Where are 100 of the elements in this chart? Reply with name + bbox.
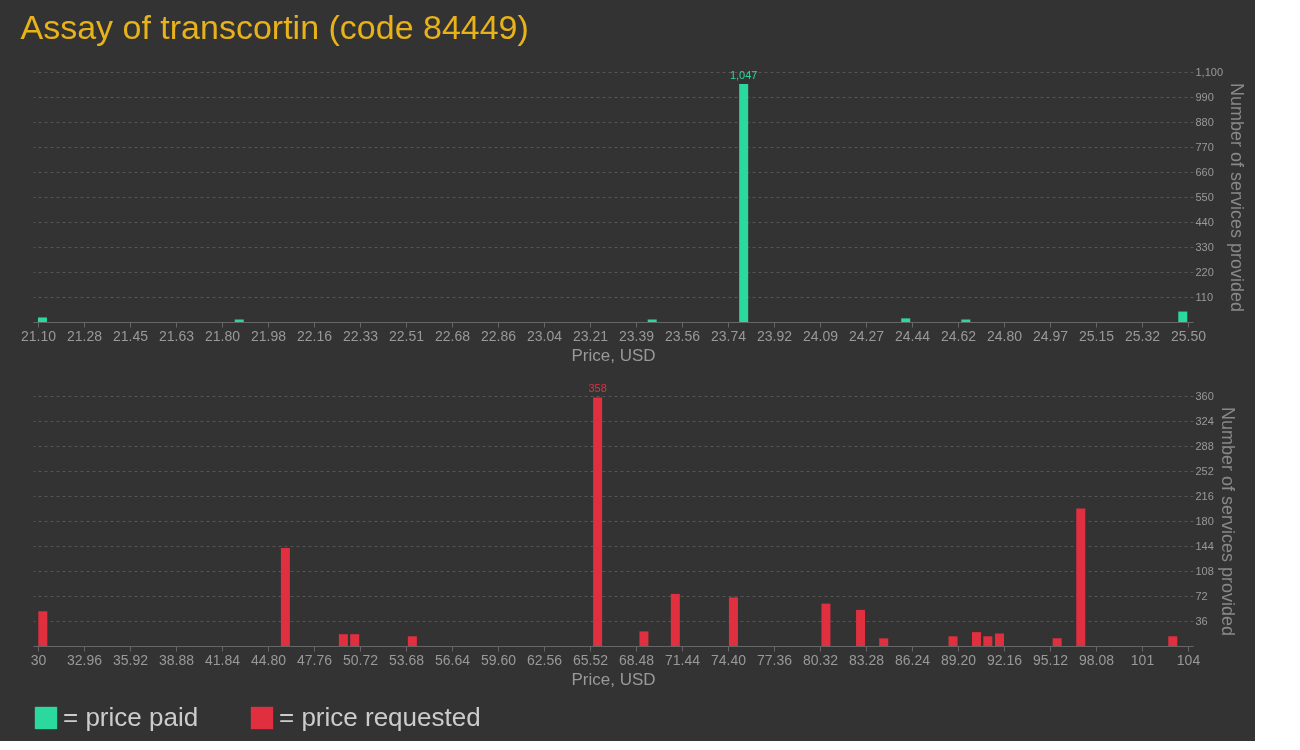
x-tick-label: 62.56 (526, 651, 563, 668)
y-tick-label: 220 (1195, 265, 1214, 278)
y-tick-label: 108 (1195, 564, 1214, 577)
bar (901, 318, 911, 322)
bar (994, 633, 1004, 646)
x-tick-label: 74.40 (710, 651, 747, 668)
y-tick-label: 1,100 (1195, 65, 1224, 78)
x-tick-label: 22.68 (434, 327, 471, 344)
x-tick-label: 23.74 (710, 327, 747, 344)
x-tick-label: 21.63 (158, 327, 195, 344)
x-tick-label: 24.09 (802, 327, 839, 344)
y-tick-label: 252 (1195, 464, 1214, 477)
y-tick-label: 550 (1195, 190, 1214, 203)
bar (639, 631, 649, 646)
x-tick-label: 68.48 (618, 651, 655, 668)
bar (37, 317, 47, 322)
x-tick-label: 50.72 (342, 651, 379, 668)
y-tick-label: 360 (1195, 389, 1214, 402)
y-tick-label: 880 (1195, 115, 1214, 128)
y-tick-label: 660 (1195, 165, 1214, 178)
x-axis-title: Price, USD (571, 345, 656, 365)
bar (739, 84, 749, 322)
y-tick-label: 36 (1195, 614, 1208, 627)
x-tick-label: 23.56 (664, 327, 701, 344)
x-tick-label: 22.51 (388, 327, 425, 344)
bar (971, 632, 981, 646)
bar (856, 609, 866, 646)
x-tick-label: 25.32 (1124, 327, 1161, 344)
x-tick-label: 24.62 (940, 327, 977, 344)
x-tick-label: 23.39 (618, 327, 655, 344)
x-tick-label: 24.97 (1032, 327, 1069, 344)
bar (670, 593, 680, 646)
bar (1076, 508, 1086, 646)
bar (280, 548, 290, 646)
chart-title: Assay of transcortin (code 84449) (20, 8, 529, 46)
y-axis-title: Number of services provided (1227, 82, 1248, 313)
x-tick-label: 65.52 (572, 651, 609, 668)
x-tick-label: 98.08 (1078, 651, 1115, 668)
x-axis-title: Price, USD (571, 669, 656, 689)
x-tick-label: 77.36 (756, 651, 793, 668)
x-tick-label: 23.04 (526, 327, 563, 344)
x-tick-label: 21.45 (112, 327, 149, 344)
data-label: 1,047 (729, 69, 758, 82)
bar (407, 636, 417, 646)
x-tick-label: 21.80 (204, 327, 241, 344)
x-tick-label: 41.84 (204, 651, 241, 668)
x-tick-label: 95.12 (1032, 651, 1069, 668)
x-tick-label: 25.50 (1170, 327, 1207, 344)
x-tick-label: 22.16 (296, 327, 333, 344)
bar (821, 603, 831, 646)
x-tick-label: 53.68 (388, 651, 425, 668)
x-tick-label: 24.27 (848, 327, 885, 344)
x-tick-label: 80.32 (802, 651, 839, 668)
y-tick-label: 180 (1195, 514, 1214, 527)
bar (1052, 638, 1062, 646)
y-tick-label: 110 (1195, 290, 1214, 303)
x-tick-label: 104 (1176, 651, 1201, 668)
bar (338, 634, 348, 646)
x-tick-label: 38.88 (158, 651, 195, 668)
x-tick-label: 47.76 (296, 651, 333, 668)
x-tick-label: 35.92 (112, 651, 149, 668)
bar (350, 634, 360, 646)
bar (593, 397, 603, 646)
x-tick-label: 21.98 (250, 327, 287, 344)
x-tick-label: 24.44 (894, 327, 931, 344)
x-tick-label: 21.28 (66, 327, 103, 344)
x-tick-label: 89.20 (940, 651, 977, 668)
x-tick-label: 71.44 (664, 651, 701, 668)
bar (983, 636, 993, 646)
legend-label: = price requested (279, 702, 481, 732)
data-label: 358 (588, 382, 607, 395)
x-tick-label: 86.24 (894, 651, 931, 668)
y-tick-label: 216 (1195, 489, 1214, 502)
x-tick-label: 83.28 (848, 651, 885, 668)
y-tick-label: 288 (1195, 439, 1214, 452)
y-tick-label: 330 (1195, 240, 1214, 253)
x-tick-label: 23.21 (572, 327, 609, 344)
x-tick-label: 56.64 (434, 651, 471, 668)
bar (728, 597, 738, 646)
x-tick-label: 44.80 (250, 651, 287, 668)
x-tick-label: 92.16 (986, 651, 1023, 668)
y-tick-label: 990 (1195, 90, 1214, 103)
x-tick-label: 23.92 (756, 327, 793, 344)
x-tick-label: 22.86 (480, 327, 517, 344)
x-tick-label: 22.33 (342, 327, 379, 344)
x-tick-label: 25.15 (1078, 327, 1115, 344)
bar (879, 638, 889, 646)
bar (1168, 636, 1178, 646)
y-tick-label: 72 (1195, 589, 1208, 602)
y-tick-label: 440 (1195, 215, 1214, 228)
bar (38, 611, 48, 646)
x-tick-label: 24.80 (986, 327, 1023, 344)
y-tick-label: 324 (1195, 414, 1214, 427)
legend-label: = price paid (63, 702, 199, 732)
y-tick-label: 144 (1195, 539, 1214, 552)
x-tick-label: 32.96 (66, 651, 103, 668)
x-tick-label: 30 (30, 651, 47, 668)
bar (1178, 311, 1188, 322)
x-tick-label: 101 (1130, 651, 1155, 668)
y-axis-title: Number of services provided (1217, 406, 1238, 637)
